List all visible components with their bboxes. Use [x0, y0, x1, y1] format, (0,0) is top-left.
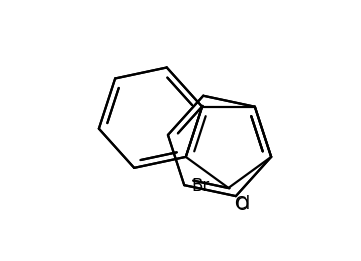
Text: Br: Br — [191, 177, 209, 195]
Text: Cl: Cl — [234, 195, 251, 213]
Text: O: O — [235, 196, 248, 214]
